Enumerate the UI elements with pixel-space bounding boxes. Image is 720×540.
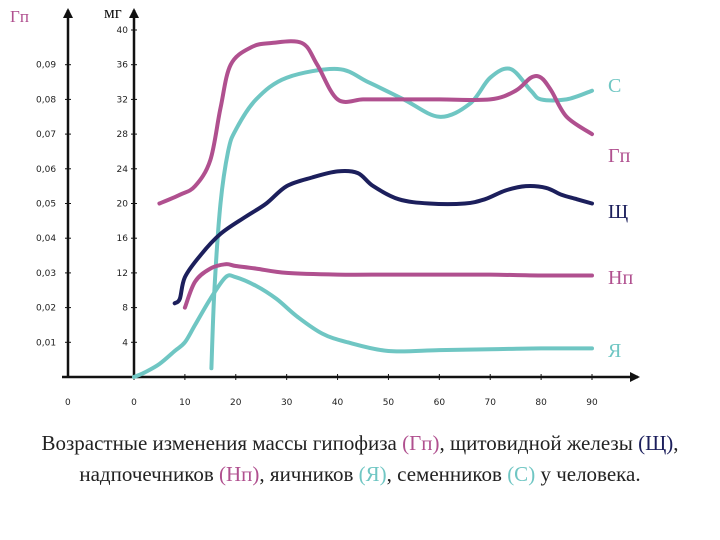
series-line-gp: [157, 39, 594, 206]
left-tick-label: 0,01: [36, 338, 56, 348]
right-tick-label: 4: [122, 338, 128, 348]
x-tick-label: 20: [230, 398, 242, 408]
series-line-shch: [172, 168, 594, 306]
left-tick-label: 0,09: [36, 61, 56, 71]
series-line-ya: [132, 273, 594, 379]
x-tick-label: 10: [179, 398, 191, 408]
caption-text-5: , семенников: [386, 462, 508, 486]
series-label-shch: Щ: [608, 201, 628, 223]
right-tick-label: 40: [117, 26, 129, 36]
caption-text-3: , надпочечников: [79, 431, 679, 486]
series-label-s: С: [608, 75, 621, 97]
series-line-s: [209, 66, 594, 371]
right-tick-label: 12: [117, 269, 128, 279]
caption-key-s: (С): [507, 462, 536, 486]
left-tick-label: 0,04: [36, 234, 56, 244]
left-tick-label: 0,03: [36, 269, 56, 279]
caption-text-6: у человека.: [535, 462, 641, 486]
x-tick-label: 40: [332, 398, 344, 408]
caption-text-2: , щитовидной железы: [439, 431, 639, 455]
right-tick-label: 24: [117, 165, 129, 175]
left-tick-label: 0,07: [36, 130, 56, 140]
x-tick-label: 80: [535, 398, 547, 408]
x-tick-label: 0: [131, 398, 137, 408]
series-label-gp: Гп: [608, 145, 631, 167]
caption-text-4: , яичников: [259, 462, 359, 486]
x-tick-label: 90: [586, 398, 598, 408]
left-tick-label: 0,05: [36, 200, 56, 210]
caption-key-np: (Нп): [219, 462, 260, 486]
organ-mass-chart: Гп мг 0,01 0,02 0,03 0,04 0,05 0,06 0,07 0,08 0,09…: [10, 3, 640, 408]
caption-text-1: Возрастные изменения массы гипофиза: [41, 431, 403, 455]
x-tick-label: 30: [281, 398, 293, 408]
right-tick-label: 8: [122, 304, 128, 314]
caption-key-gp: (Гп): [402, 431, 440, 455]
right-tick-label: 32: [117, 95, 128, 105]
left-zero-label: 0: [65, 398, 71, 408]
right-tick-label: 16: [117, 234, 129, 244]
left-tick-label: 0,02: [36, 304, 56, 314]
right-axis-unit: мг: [104, 3, 122, 22]
x-tick-label: 60: [434, 398, 446, 408]
x-tick-label: 70: [484, 398, 496, 408]
left-axis-unit: Гп: [10, 7, 29, 26]
right-tick-label: 20: [117, 200, 129, 210]
caption-key-shch: (Щ): [638, 431, 674, 455]
series-line-np: [182, 262, 594, 310]
left-tick-label: 0,08: [36, 95, 56, 105]
series-label-np: Нп: [608, 267, 633, 289]
series-label-ya: Я: [608, 340, 621, 362]
left-tick-label: 0,06: [36, 165, 56, 175]
caption-key-ya: (Я): [358, 462, 387, 486]
right-tick-label: 36: [117, 61, 129, 71]
chart-caption: Возрастные изменения массы гипофиза (Гп)…: [20, 428, 700, 490]
x-tick-label: 50: [383, 398, 395, 408]
right-tick-label: 28: [117, 130, 129, 140]
